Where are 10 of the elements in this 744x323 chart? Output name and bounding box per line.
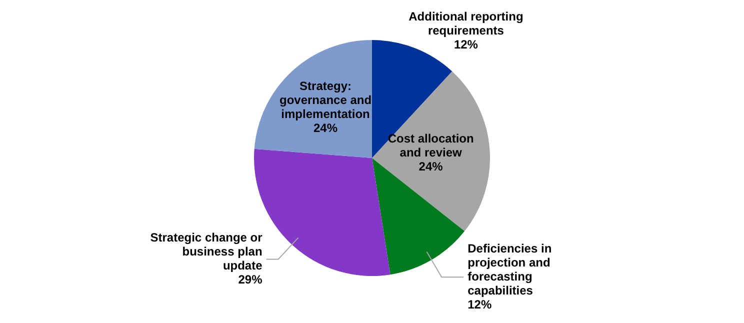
slice-label: Deficiencies in projection and forecasting capabilities	[468, 241, 552, 298]
slice-label: Cost allocation and review	[388, 132, 474, 160]
data-label: 12%	[454, 37, 478, 52]
slice-label: Strategic change or business plan update	[150, 230, 263, 273]
data-label: 24%	[418, 160, 444, 174]
data-label: 29%	[238, 272, 263, 287]
data-label: 12%	[468, 297, 492, 312]
slice-label: Strategy: governance and implementation	[280, 79, 372, 122]
slice-label: Additional reporting requirements	[408, 9, 524, 38]
data-label: 24%	[314, 121, 338, 136]
